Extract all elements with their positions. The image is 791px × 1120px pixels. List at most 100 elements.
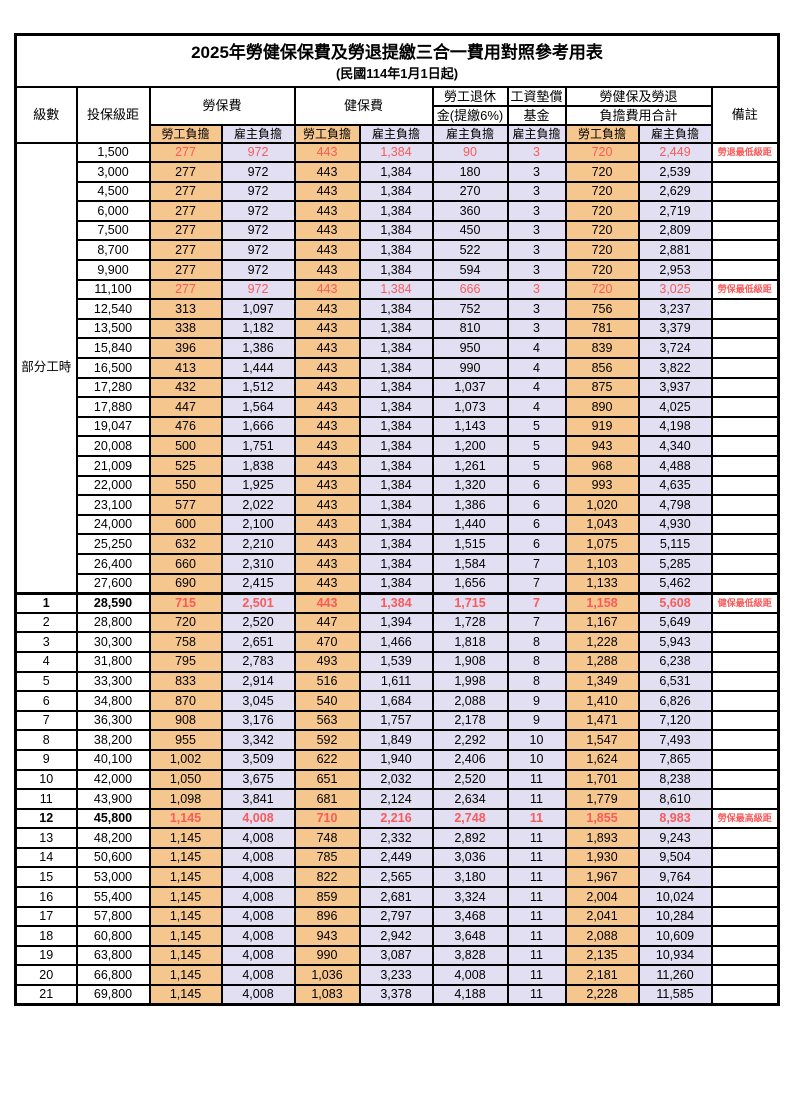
cell-wage-fund-employer: 11 — [506, 846, 567, 869]
subheader-labor-employer: 雇主負擔 — [220, 123, 296, 144]
cell-pension-employer: 1,386 — [431, 494, 509, 516]
cell-total-employee: 919 — [564, 415, 640, 438]
cell-total-employer: 9,764 — [637, 866, 713, 889]
cell-labor-employee: 277 — [148, 278, 223, 301]
cell-note — [710, 827, 780, 849]
part-time-group-label: 部分工時 — [14, 141, 78, 595]
cell-health-employer: 2,032 — [358, 768, 434, 791]
cell-pension-employer: 180 — [431, 161, 509, 183]
cell-health-employee: 443 — [293, 239, 361, 262]
cell-total-employer: 8,238 — [637, 768, 713, 791]
cell-total-employer: 3,937 — [637, 376, 713, 399]
cell-total-employee: 720 — [564, 219, 640, 242]
cell-level: 18 — [14, 925, 78, 947]
cell-health-employee: 1,036 — [293, 964, 361, 987]
cell-health-employer: 1,539 — [358, 650, 434, 673]
cell-labor-employee: 577 — [148, 494, 223, 516]
cell-pension-employer: 2,178 — [431, 709, 509, 732]
cell-labor-employer: 4,008 — [220, 866, 296, 889]
cell-total-employee: 968 — [564, 455, 640, 477]
cell-wage-fund-employer: 3 — [506, 278, 567, 301]
cell-salary-bracket: 45,800 — [75, 807, 151, 830]
cell-level: 14 — [14, 846, 78, 869]
cell-wage-fund-employer: 9 — [506, 690, 567, 712]
cell-pension-employer: 522 — [431, 239, 509, 262]
cell-total-employer: 2,629 — [637, 180, 713, 203]
cell-salary-bracket: 28,800 — [75, 611, 151, 634]
cell-pension-employer: 1,715 — [431, 591, 509, 614]
cell-health-employer: 2,124 — [358, 788, 434, 810]
cell-pension-employer: 2,892 — [431, 827, 509, 849]
cell-salary-bracket: 55,400 — [75, 886, 151, 908]
cell-health-employer: 2,565 — [358, 866, 434, 889]
cell-salary-bracket: 3,000 — [75, 161, 151, 183]
cell-health-employee: 710 — [293, 807, 361, 830]
cell-pension-employer: 3,036 — [431, 846, 509, 869]
cell-health-employer: 1,384 — [358, 572, 434, 595]
cell-total-employer: 6,826 — [637, 690, 713, 712]
cell-health-employer: 3,087 — [358, 944, 434, 967]
cell-total-employer: 9,243 — [637, 827, 713, 849]
cell-salary-bracket: 53,000 — [75, 866, 151, 889]
cell-total-employer: 9,504 — [637, 846, 713, 869]
cell-pension-employer: 3,468 — [431, 905, 509, 928]
cell-labor-employer: 4,008 — [220, 846, 296, 869]
cell-labor-employer: 3,176 — [220, 709, 296, 732]
page-subtitle: (民國114年1月1日起) — [335, 65, 459, 81]
table-row: 10 42,000 1,050 3,675 651 2,032 2,520 11 1,701 8,… — [14, 768, 780, 791]
cell-pension-employer: 1,728 — [431, 611, 509, 634]
cell-labor-employee: 600 — [148, 513, 223, 536]
col-header-note: 備註 — [710, 85, 780, 144]
cell-total-employer: 4,198 — [637, 415, 713, 438]
cell-health-employer: 1,384 — [358, 141, 434, 164]
cell-note — [710, 886, 780, 908]
cell-health-employer: 1,466 — [358, 631, 434, 653]
cell-total-employer: 4,340 — [637, 435, 713, 457]
cell-level: 1 — [14, 591, 78, 614]
cell-note — [710, 925, 780, 947]
cell-pension-employer: 3,648 — [431, 925, 509, 947]
cell-note — [710, 219, 780, 242]
cell-total-employer: 8,610 — [637, 788, 713, 810]
cell-note — [710, 474, 780, 497]
cell-total-employee: 1,043 — [564, 513, 640, 536]
cell-health-employer: 1,384 — [358, 161, 434, 183]
cell-level: 15 — [14, 866, 78, 889]
cell-salary-bracket: 50,600 — [75, 846, 151, 869]
cell-total-employee: 1,228 — [564, 631, 640, 653]
cell-total-employer: 7,120 — [637, 709, 713, 732]
header-row-1: 級數 投保級距 勞保費 健保費 勞工退休 工資墊償 勞健保及勞退 備註 — [14, 85, 780, 144]
cell-health-employer: 1,384 — [358, 180, 434, 203]
cell-labor-employer: 3,675 — [220, 768, 296, 791]
table-row: 20 66,800 1,145 4,008 1,036 3,233 4,008 11 2,181… — [14, 964, 780, 987]
cell-pension-employer: 1,515 — [431, 533, 509, 555]
cell-total-employer: 10,024 — [637, 886, 713, 908]
cell-salary-bracket: 40,100 — [75, 748, 151, 771]
cell-pension-employer: 1,584 — [431, 552, 509, 575]
cell-health-employer: 3,233 — [358, 964, 434, 987]
cell-health-employee: 1,083 — [293, 984, 361, 1006]
cell-total-employer: 2,881 — [637, 239, 713, 262]
cell-health-employee: 443 — [293, 357, 361, 379]
table-row: 12 45,800 1,145 4,008 710 2,216 2,748 11 1,855 8,… — [14, 807, 780, 830]
cell-total-employee: 1,930 — [564, 846, 640, 869]
cell-labor-employee: 277 — [148, 180, 223, 203]
cell-labor-employer: 1,666 — [220, 415, 296, 438]
cell-wage-fund-employer: 8 — [506, 650, 567, 673]
cell-labor-employee: 955 — [148, 729, 223, 751]
cell-wage-fund-employer: 4 — [506, 337, 567, 360]
table-row: 6,000 277 972 443 1,384 360 3 720 2,719 — [16, 200, 780, 222]
cell-wage-fund-employer: 6 — [506, 513, 567, 536]
cell-labor-employer: 4,008 — [220, 827, 296, 849]
cell-health-employer: 1,849 — [358, 729, 434, 751]
cell-total-employee: 890 — [564, 396, 640, 418]
cell-health-employee: 563 — [293, 709, 361, 732]
cell-pension-employer: 990 — [431, 357, 509, 379]
cell-salary-bracket: 24,000 — [75, 513, 151, 536]
cell-wage-fund-employer: 11 — [506, 905, 567, 928]
cell-note — [710, 435, 780, 457]
cell-salary-bracket: 30,300 — [75, 631, 151, 653]
cell-health-employee: 592 — [293, 729, 361, 751]
cell-pension-employer: 3,324 — [431, 886, 509, 908]
cell-wage-fund-employer: 3 — [506, 200, 567, 222]
